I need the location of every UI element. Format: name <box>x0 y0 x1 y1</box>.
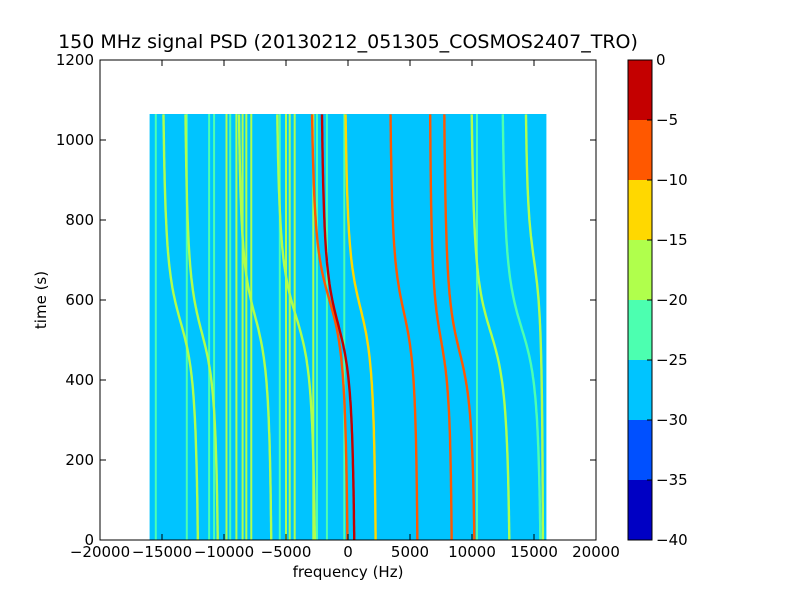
colorbar-tick-label: −20 <box>656 291 688 309</box>
doppler-track <box>443 114 476 540</box>
x-axis-label: frequency (Hz) <box>293 563 404 581</box>
axis-ticks: −20000 −15000 −10000 −5000 0 5000 10000 15000 20… <box>56 51 620 561</box>
y-tick-label: 800 <box>65 211 94 229</box>
y-tick-label: 400 <box>65 371 94 389</box>
y-tick-label: 200 <box>65 451 94 469</box>
x-tick-label: 5000 <box>391 543 429 561</box>
x-tick-label: −5000 <box>261 543 312 561</box>
x-tick-label: 20000 <box>572 543 620 561</box>
colorbar-tick-label: −40 <box>656 531 688 549</box>
doppler-track <box>429 114 453 540</box>
doppler-track <box>162 114 200 540</box>
colorbar-segment <box>628 420 652 480</box>
doppler-track <box>320 114 356 540</box>
doppler-track <box>524 114 545 540</box>
x-tick-label: 15000 <box>510 543 558 561</box>
doppler-track <box>389 114 419 541</box>
y-axis-label: time (s) <box>32 271 50 329</box>
colorbar-tick-label: −25 <box>656 351 688 369</box>
doppler-track <box>276 114 317 541</box>
y-tick-label: 1000 <box>56 131 94 149</box>
colorbar-tick-label: −35 <box>656 471 688 489</box>
doppler-track <box>310 114 349 540</box>
colorbar-tick-label: 0 <box>656 51 666 69</box>
colorbar-segment <box>628 180 652 240</box>
x-tick-label: 0 <box>343 543 353 561</box>
colorbar-tick-label: −30 <box>656 411 688 429</box>
y-tick-label: 0 <box>84 531 94 549</box>
colorbar-segment <box>628 360 652 420</box>
colorbar-segment <box>628 300 652 360</box>
doppler-track <box>470 114 511 540</box>
x-tick-label: −10000 <box>194 543 254 561</box>
x-tick-label: 10000 <box>448 543 496 561</box>
colorbar-tick-label: −15 <box>656 231 688 249</box>
colorbar-segment <box>628 480 652 540</box>
colorbar-segment <box>628 60 652 120</box>
colorbar-tick-label: −10 <box>656 171 688 189</box>
colorbar: −40 −35 −30 −25 −20 −15 −10 −5 0 <box>627 51 688 549</box>
y-tick-label: 600 <box>65 291 94 309</box>
doppler-track <box>501 114 542 541</box>
plot-area <box>149 114 547 541</box>
doppler-track <box>184 114 219 540</box>
x-tick-label: −15000 <box>132 543 192 561</box>
chart-title: 150 MHz signal PSD (20130212_051305_COSM… <box>58 31 638 53</box>
doppler-track <box>344 114 377 540</box>
colorbar-segment <box>628 120 652 180</box>
x-tick-label: −20000 <box>70 543 130 561</box>
colorbar-segment <box>628 240 652 300</box>
colorbar-tick-label: −5 <box>656 111 678 129</box>
y-tick-label: 1200 <box>56 51 94 69</box>
doppler-track <box>237 114 273 540</box>
